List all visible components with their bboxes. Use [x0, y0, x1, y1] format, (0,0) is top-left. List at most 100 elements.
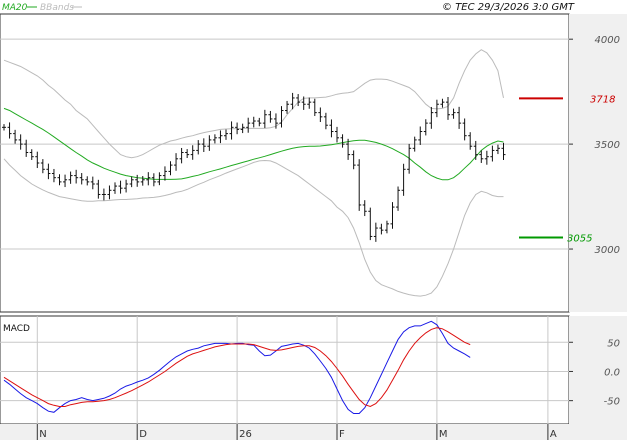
price-bar	[257, 117, 262, 127]
price-tick-label-4000: 4000	[595, 35, 620, 46]
price-bar	[201, 138, 206, 153]
price-bar	[368, 207, 373, 241]
price-bar	[51, 168, 56, 183]
price-bar	[462, 118, 467, 141]
price-bar	[224, 129, 228, 140]
price-bar	[468, 132, 473, 150]
price-bar	[423, 119, 428, 136]
price-bar	[146, 172, 151, 186]
price-bar	[79, 173, 84, 185]
price-bar	[307, 97, 312, 109]
price-bar	[235, 122, 240, 135]
price-bar	[312, 98, 317, 117]
gridlines	[0, 38, 569, 424]
price-bar	[279, 106, 284, 128]
price-bar	[35, 151, 40, 169]
price-panel-frame	[0, 13, 570, 313]
price-bar	[90, 176, 95, 190]
macd-tick-label-0: 0.0	[604, 367, 620, 378]
price-bar	[362, 200, 367, 217]
price-axis-bg	[569, 14, 627, 312]
signal-line	[3, 327, 471, 408]
price-bar	[179, 147, 184, 164]
price-bar	[335, 126, 339, 143]
macd-tick-label-50: 50	[607, 338, 620, 349]
price-bar	[218, 130, 223, 144]
price-bar	[451, 108, 456, 119]
time-label-N: N	[39, 429, 46, 440]
price-bar	[68, 171, 73, 184]
price-tick-label-3500: 3500	[595, 140, 620, 151]
price-bar	[240, 123, 245, 134]
price-bar	[290, 92, 295, 110]
price-bar	[96, 179, 101, 199]
price-bar	[479, 150, 484, 163]
price-bar	[185, 149, 190, 159]
price-bar	[490, 145, 495, 162]
time-label-D: D	[139, 429, 147, 440]
price-bar	[418, 126, 423, 145]
price-bar	[107, 185, 112, 200]
price-bar	[40, 159, 45, 174]
price-bar	[85, 176, 90, 186]
price-bar	[346, 138, 351, 160]
time-label-A: A	[550, 429, 557, 440]
price-bar	[29, 149, 34, 160]
axis-labels: 3000 3500 4000 50 0.0 -50 N D 26 F M A	[36, 35, 620, 440]
price-bar	[296, 94, 301, 107]
price-bar	[74, 169, 79, 184]
price-bar	[113, 182, 117, 194]
price-bar	[174, 153, 179, 171]
price-bar	[246, 117, 251, 133]
price-bar	[429, 106, 434, 129]
price-bar	[285, 100, 290, 114]
price-bar	[63, 174, 68, 188]
time-label-26: 26	[239, 429, 252, 440]
price-bar	[401, 163, 406, 196]
time-label-M: M	[439, 429, 448, 440]
bbands-layer	[3, 49, 504, 297]
price-bar	[384, 220, 389, 234]
price-bar	[351, 150, 356, 170]
price-bar	[495, 144, 500, 155]
price-bar	[2, 124, 6, 131]
price-bar	[379, 223, 384, 235]
price-bar	[190, 145, 195, 160]
price-bar	[301, 96, 306, 110]
price-bar	[434, 99, 439, 118]
price-bar	[168, 161, 173, 176]
support-label: 3055	[567, 234, 592, 245]
price-tick-label-3000: 3000	[595, 245, 620, 256]
price-bar	[229, 121, 234, 140]
price-bar	[196, 140, 201, 155]
price-bar	[212, 134, 217, 144]
ma20-line	[3, 107, 504, 181]
price-bar	[118, 180, 123, 194]
bbands-lower-line	[3, 158, 504, 297]
price-bar	[18, 134, 23, 150]
price-bar	[157, 172, 162, 186]
price-bar	[457, 106, 462, 129]
price-bar	[251, 116, 256, 128]
price-bar	[46, 163, 51, 180]
ma20-layer	[3, 107, 504, 181]
macd-tick-label--50: -50	[604, 397, 620, 408]
price-bar	[24, 139, 29, 157]
macd-lines	[3, 320, 471, 414]
bbands-upper-line	[3, 49, 504, 159]
price-bar	[135, 174, 140, 187]
macd-line	[3, 320, 471, 414]
time-label-F: F	[339, 429, 345, 440]
price-bar	[323, 112, 328, 130]
price-bar	[268, 110, 273, 123]
price-bar	[273, 113, 278, 129]
price-bar	[484, 150, 489, 165]
price-bar	[129, 176, 134, 188]
price-bars	[2, 92, 506, 242]
price-bar	[151, 173, 156, 187]
copyright-text: © TEC 29/3/2026 3:0 GMT	[442, 2, 575, 13]
legend-ma20: MA20	[2, 3, 28, 13]
price-bar	[140, 176, 145, 186]
price-bar	[407, 143, 412, 174]
